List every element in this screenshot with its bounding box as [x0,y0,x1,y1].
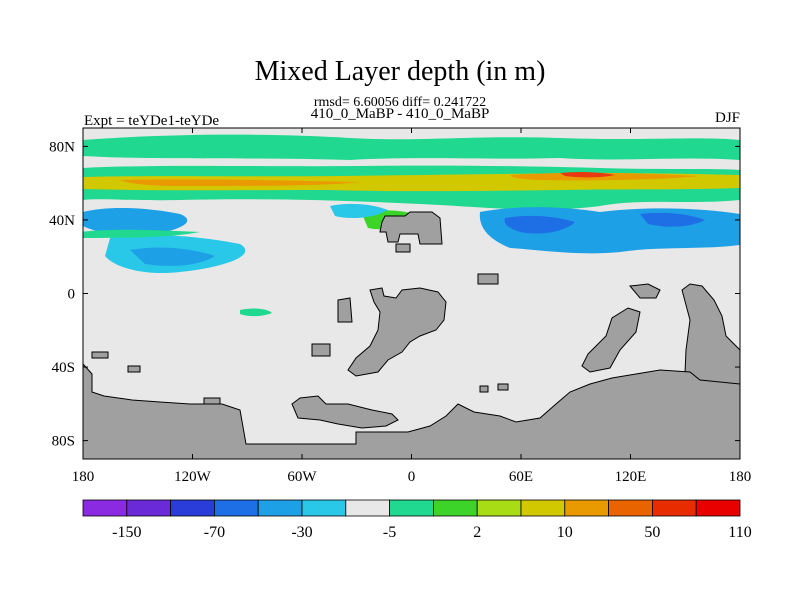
colorbar-label: -70 [204,524,225,541]
land-mass-europe [379,211,443,245]
land-mass-south-america-tip [291,395,399,429]
y-tick-label: 80N [49,139,75,155]
x-tick-label: 0 [408,469,416,485]
colorbar-label: 2 [473,524,481,541]
x-tick-label: 120E [615,469,647,485]
x-axis: 180 120W 60W 0 60E 120E 180 [72,128,752,485]
cases-subtitle: 410_0_MaBP - 410_0_MaBP [310,106,490,122]
colorbar-box [257,499,303,517]
stats-subtitle: rmsd= 6.60056 diff= 0.241722 [313,95,487,110]
field-blue-north-atlantic [83,207,188,236]
x-tick-label: 60W [287,469,317,485]
field-red-patch [560,171,615,178]
y-axis: 80N 40N 0 40S 80S [49,139,740,450]
land-mass-antarctica [83,363,740,459]
colorbar-label: 110 [728,524,751,541]
x-tick-label: 180 [72,469,95,485]
x-tick-label: 180 [729,469,752,485]
y-tick-label: 40N [49,213,75,229]
colorbar-box [564,499,609,517]
chart-title: Mixed Layer depth (in m) [254,56,546,87]
field-green-band-top [83,134,740,160]
colorbar-label: 10 [557,524,573,541]
x-tick-label: 60E [509,469,533,485]
land-mass-africa-north [347,287,447,377]
map-plot [83,128,740,459]
land-mass-west-small [311,297,353,357]
colorbar-box [82,499,128,517]
colorbar-box [476,499,522,517]
colorbar-box [389,499,434,517]
y-tick-label: 40S [52,360,75,376]
land-mass-australia [581,283,661,373]
y-tick-label: 0 [68,287,76,303]
colorbar-box [608,499,653,517]
field-blue-tropical-west [130,247,215,266]
colorbar-box [520,499,566,517]
colorbar-label: 50 [644,524,660,541]
season-label: DJF [714,110,740,126]
colorbar-box [432,499,478,517]
field-darkblue-north-pacific [504,212,705,234]
colorbar-box [213,499,259,517]
y-tick-label: 80S [52,434,75,450]
colorbar-box [126,499,172,517]
colorbar-label: -30 [291,524,312,541]
colorbar-box [170,499,215,517]
colorbar-label: -150 [112,524,141,541]
colorbar-box [301,499,347,517]
colorbar-box [345,499,390,517]
colorbar-box [652,499,697,517]
colorbar: -150 -70 -30 -5 2 10 50 110 [82,499,752,541]
colorbar-label: -5 [383,524,396,541]
x-tick-label: 120W [174,469,212,485]
colorbar-box [695,499,741,517]
field-orange-band [120,172,700,186]
experiment-label: Expt = teYDe1-teYDe [84,113,220,129]
field-blue-gulf [330,203,388,218]
